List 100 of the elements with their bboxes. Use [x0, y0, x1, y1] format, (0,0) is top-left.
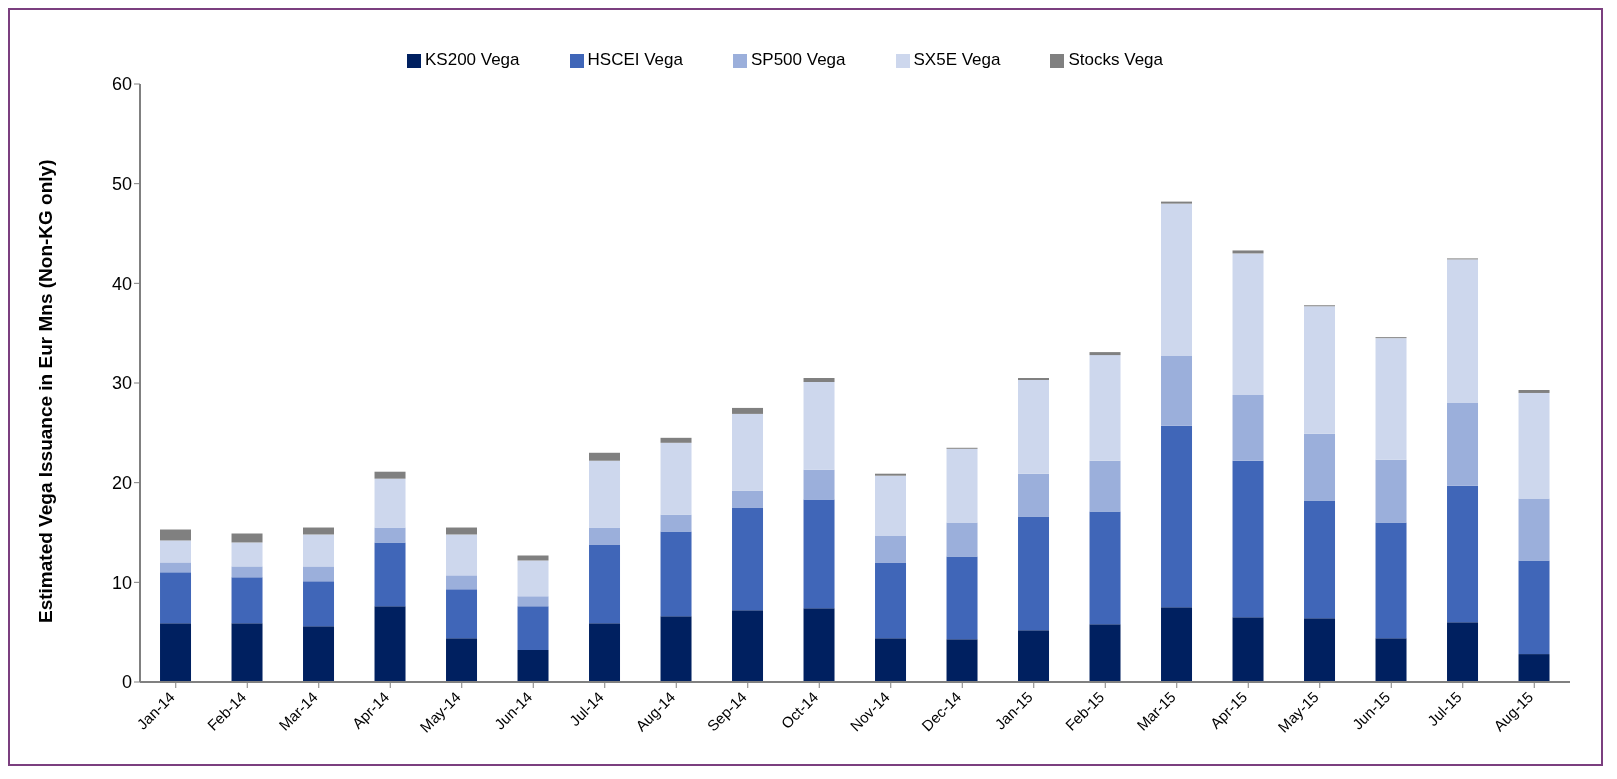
bar — [231, 566, 263, 578]
bar — [517, 650, 549, 682]
bar — [1304, 618, 1336, 682]
y-tick-label: 30 — [111, 373, 132, 394]
bar — [875, 535, 907, 563]
bar — [1304, 433, 1336, 501]
y-tick-label: 20 — [111, 473, 132, 494]
bar — [589, 452, 621, 461]
bar — [1018, 516, 1050, 631]
bar — [589, 460, 621, 528]
bar — [1018, 473, 1050, 517]
legend-label: SP500 Vega — [750, 50, 846, 69]
y-tick-label: 40 — [111, 273, 132, 294]
bar — [660, 442, 692, 515]
bar — [1232, 250, 1264, 254]
y-axis-title: Estimated Vega Issuance in Eur Mns (Non-KG only) — [34, 159, 56, 623]
legend-label: SX5E Vega — [913, 50, 1001, 69]
bar — [374, 527, 406, 543]
bar — [374, 471, 406, 479]
bar — [732, 413, 764, 491]
bar — [875, 475, 907, 536]
bar — [446, 589, 478, 639]
bar — [1089, 624, 1121, 682]
bar — [1375, 638, 1407, 682]
bar — [946, 448, 978, 523]
bar — [303, 581, 335, 627]
bar — [803, 382, 835, 470]
bar — [1018, 630, 1050, 682]
bar — [1089, 511, 1121, 625]
bar — [517, 596, 549, 607]
bar — [875, 562, 907, 639]
bar — [160, 562, 192, 573]
bar — [732, 507, 764, 611]
bar — [803, 499, 835, 609]
bar — [1018, 380, 1050, 474]
bar — [732, 610, 764, 682]
bar — [1232, 394, 1264, 461]
bar — [660, 531, 692, 617]
bar — [803, 378, 835, 382]
bar — [1447, 485, 1479, 623]
bar — [875, 638, 907, 682]
bar — [589, 623, 621, 682]
bar — [1232, 460, 1264, 618]
bar — [1089, 460, 1121, 512]
legend-label: HSCEI Vega — [587, 50, 683, 69]
bar — [303, 534, 335, 567]
bar — [946, 639, 978, 682]
bar — [160, 623, 192, 682]
y-tick-label: 10 — [111, 572, 132, 593]
bar — [803, 608, 835, 682]
bar — [589, 527, 621, 545]
bar — [374, 542, 406, 607]
bar — [446, 575, 478, 590]
bar — [732, 490, 764, 508]
bar — [1375, 522, 1407, 639]
bar — [231, 533, 263, 543]
y-tick-label: 0 — [121, 672, 132, 693]
y-tick-label: 60 — [111, 74, 132, 95]
bar — [231, 623, 263, 682]
bar — [1232, 617, 1264, 682]
bar — [1447, 402, 1479, 486]
bar — [1375, 459, 1407, 523]
bar — [1161, 203, 1193, 357]
bar — [660, 616, 692, 682]
bar — [660, 514, 692, 532]
bar — [303, 626, 335, 682]
bar — [946, 522, 978, 557]
bar — [1518, 498, 1550, 561]
y-tick-label: 50 — [111, 174, 132, 195]
bar — [160, 529, 192, 541]
bar — [1518, 560, 1550, 655]
bar — [1447, 259, 1479, 403]
bar — [374, 478, 406, 528]
bar — [1232, 253, 1264, 395]
bar — [303, 566, 335, 582]
bar — [1518, 654, 1550, 682]
bar — [1304, 500, 1336, 619]
bar — [1304, 306, 1336, 434]
bar — [374, 606, 406, 682]
bar — [446, 638, 478, 682]
bar — [1089, 355, 1121, 461]
bar — [660, 437, 692, 443]
bar — [1161, 425, 1193, 608]
legend-label: Stocks Vega — [1068, 50, 1163, 69]
bar — [517, 555, 549, 561]
bar — [517, 560, 549, 597]
bar — [1447, 622, 1479, 682]
bar — [589, 544, 621, 624]
bar — [446, 534, 478, 576]
bar — [732, 407, 764, 414]
bar — [1375, 338, 1407, 460]
bar — [1518, 389, 1550, 393]
bar — [160, 540, 192, 563]
bar — [517, 606, 549, 651]
bar — [803, 469, 835, 500]
bar — [231, 577, 263, 624]
bar — [231, 542, 263, 567]
bar — [946, 556, 978, 640]
legend-label: KS200 Vega — [425, 50, 520, 69]
bar — [1161, 356, 1193, 426]
